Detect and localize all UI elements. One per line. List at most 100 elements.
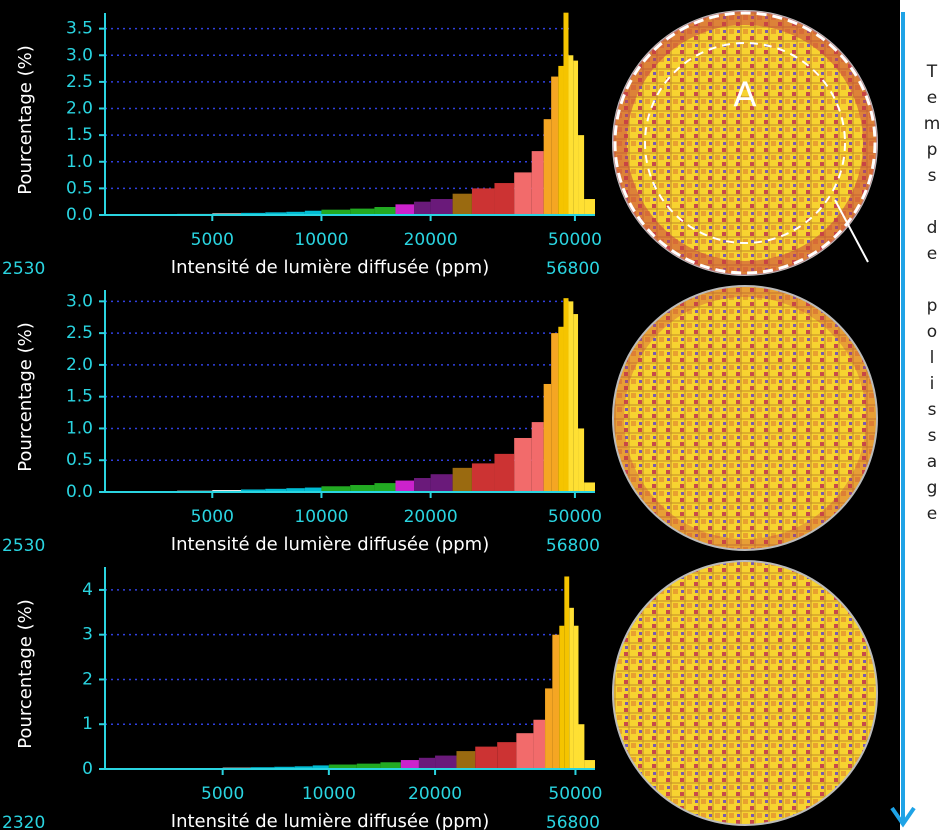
- y-tick-label: 0.5: [66, 178, 93, 198]
- y-tick-label: 1: [82, 714, 93, 734]
- wafer-edge: [614, 287, 876, 549]
- bar: [558, 326, 564, 492]
- y-tick-label: 3.5: [66, 19, 93, 39]
- y-axis-label: Pourcentage (%): [15, 45, 36, 194]
- bar: [274, 766, 295, 769]
- bar: [514, 172, 532, 215]
- x-max-label: 56800: [546, 259, 600, 279]
- bar: [414, 201, 431, 215]
- x-tick-label: 10000: [294, 507, 348, 527]
- y-tick-label: 3.0: [66, 291, 93, 311]
- y-tick-label: 1.5: [66, 125, 93, 145]
- bar: [578, 724, 585, 769]
- wafer: [612, 560, 878, 826]
- bar: [533, 719, 546, 769]
- figure: A B 0.0 0.5 1.0 1.5 2.0 2.5 3.0 3.5 5000 10000 200…: [0, 0, 900, 830]
- x-max-label: 56800: [546, 813, 600, 830]
- x-tick-label: 50000: [548, 507, 602, 527]
- x-tick-label: 5000: [191, 230, 234, 250]
- y-tick-label: 1.0: [66, 152, 93, 172]
- bar: [430, 199, 453, 215]
- zone-outline: [613, 11, 877, 275]
- x-tick-label: 20000: [404, 230, 458, 250]
- x-tick-label: 10000: [294, 230, 348, 250]
- bar: [414, 478, 431, 492]
- time-arrow: [890, 12, 916, 828]
- x-min-label: 2530: [2, 259, 45, 279]
- bar: [321, 209, 351, 215]
- y-tick-label: 0.5: [66, 450, 93, 470]
- wafer: [612, 285, 878, 551]
- bar: [551, 76, 559, 215]
- bar: [558, 65, 564, 216]
- x-tick-label: 50000: [548, 784, 602, 804]
- bar: [563, 298, 569, 492]
- y-tick-label: 0.0: [66, 482, 93, 502]
- bar: [564, 576, 570, 769]
- bar: [471, 188, 495, 215]
- y-tick-label: 1.5: [66, 387, 93, 407]
- bar: [240, 489, 266, 492]
- bar: [494, 453, 515, 492]
- bar: [435, 755, 457, 769]
- bar: [400, 760, 419, 769]
- bar: [584, 760, 595, 769]
- zone-label: B: [855, 264, 877, 302]
- bar: [328, 764, 357, 769]
- bar: [294, 766, 313, 769]
- bar: [456, 751, 476, 769]
- pointer: [834, 199, 869, 263]
- x-tick-label: 5000: [191, 507, 234, 527]
- bar: [552, 634, 560, 769]
- side-label: Temps de polissage: [922, 62, 942, 530]
- bar: [531, 422, 544, 492]
- x-tick-label: 20000: [404, 507, 458, 527]
- y-tick-label: 1.0: [66, 418, 93, 438]
- bar: [578, 428, 585, 492]
- x-min-label: 2530: [2, 536, 45, 556]
- y-tick-label: 2.5: [66, 323, 93, 343]
- y-tick-label: 3.0: [66, 45, 93, 65]
- bar: [286, 211, 305, 215]
- bar: [578, 135, 585, 215]
- y-tick-label: 3: [82, 625, 93, 645]
- bar: [374, 207, 396, 215]
- x-tick-label: 10000: [302, 784, 356, 804]
- bar: [514, 437, 532, 492]
- bar: [452, 467, 472, 492]
- bar: [312, 765, 329, 769]
- y-tick-label: 2.0: [66, 99, 93, 119]
- bar: [497, 742, 517, 769]
- bar: [356, 763, 381, 769]
- bar: [551, 333, 559, 492]
- bar: [543, 383, 552, 492]
- wafer-edge: [613, 11, 877, 275]
- bar: [516, 733, 534, 769]
- wafer-maps: A B: [612, 10, 878, 826]
- bar: [568, 301, 574, 492]
- bar: [304, 210, 322, 215]
- x-axis-label: Intensité de lumière diffusée (ppm): [171, 534, 489, 555]
- bar: [494, 183, 515, 215]
- bar: [545, 688, 553, 769]
- bar: [395, 204, 415, 215]
- bar: [569, 607, 574, 769]
- zone-label: A: [733, 76, 756, 116]
- bar: [350, 208, 375, 215]
- x-tick-label: 5000: [201, 784, 244, 804]
- bar: [584, 199, 595, 215]
- x-max-label: 56800: [546, 536, 600, 556]
- bar: [418, 757, 436, 769]
- bar: [265, 488, 287, 492]
- bar: [471, 463, 495, 492]
- bar: [265, 212, 287, 215]
- bar: [475, 746, 498, 769]
- x-min-label: 2320: [2, 813, 45, 830]
- y-tick-label: 4: [82, 580, 93, 600]
- y-axis-label: Pourcentage (%): [15, 599, 36, 748]
- bar: [304, 487, 322, 492]
- bar: [321, 486, 351, 492]
- bar: [430, 474, 453, 492]
- bar: [374, 483, 396, 492]
- bar: [563, 12, 569, 216]
